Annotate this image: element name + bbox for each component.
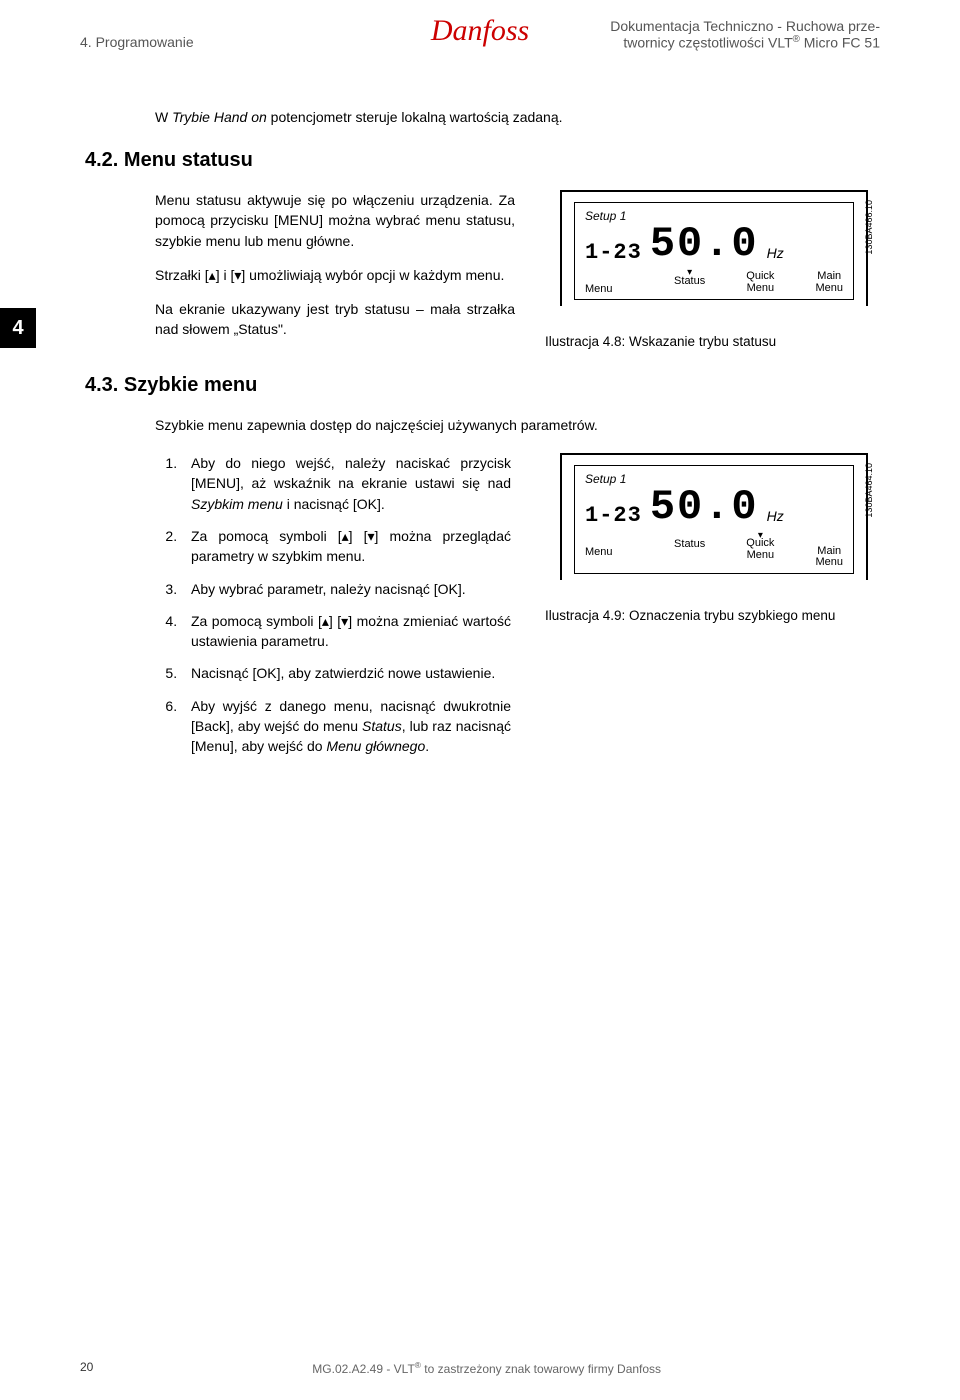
lcd-hz: Hz [767,245,784,265]
fig-4-8-caption: Ilustracja 4.8: Wskazanie trybu statusu [545,334,875,349]
intro-paragraph: W Trybie Hand on potencjometr steruje lo… [155,107,875,127]
section-4-3-row: Aby do niego wejść, należy naciskać przy… [85,453,875,769]
fig-ref-1: 130BA466.10 [864,200,874,255]
lcd-small: 1-23 [585,240,642,265]
footer-center: MG.02.A2.49 - VLT® to zastrzeżony znak t… [93,1360,880,1376]
lcd-display-1: 130BA466.10 Setup 1 1-23 50.0 Hz Menu ▾ [560,190,860,306]
page-content: W Trybie Hand on potencjometr steruje lo… [0,57,960,769]
step-6: Aby wyjść z danego menu, nacisnąć dwukro… [181,696,511,757]
lcd-display-2: 130BA464.10 Setup 1 1-23 50.0 Hz Menu [560,453,860,580]
quick-menu-steps: Aby do niego wejść, należy naciskać przy… [155,453,511,757]
s43-intro: Szybkie menu zapewnia dostęp do najczęśc… [155,415,875,435]
section-4-3-text: Aby do niego wejść, należy naciskać przy… [85,453,515,769]
lcd-big: 50.0 [650,223,759,265]
s42-p2: Strzałki [▴] i [▾] umożliwiają wybór opc… [155,265,515,285]
section-4-2-text: Menu statusu aktywuje się po włączeniu u… [155,190,515,354]
step-3: Aby wybrać parametr, należy nacisnąć [OK… [181,579,511,599]
s42-p3: Na ekranie ukazywany jest tryb statusu –… [155,299,515,340]
lcd-main-label: MainMenu [815,271,843,295]
lcd-menu-label: Menu [585,271,633,295]
heading-4-3: 4.3. Szybkie menu [85,374,875,397]
page-footer: 20 MG.02.A2.49 - VLT® to zastrzeżony zna… [0,1360,960,1376]
heading-4-2: 4.2. Menu statusu [85,149,875,172]
step-1: Aby do niego wejść, należy naciskać przy… [181,453,511,514]
danfoss-logo: Danfoss [431,14,529,48]
header-right: Dokumentacja Techniczno - Ruchowa prze- … [610,18,880,51]
header-right-l2: twornicy częstotliwości VLT® Micro FC 51 [610,34,880,51]
lcd-quick-label: QuickMenu [746,271,774,295]
s42-p1: Menu statusu aktywuje się po włączeniu u… [155,190,515,251]
fig-ref-2: 130BA464.10 [864,463,874,518]
header-right-l1: Dokumentacja Techniczno - Ruchowa prze- [610,18,880,34]
step-2: Za pomocą symboli [▴] [▾] można przegląd… [181,526,511,567]
section-4-2-figure: 130BA466.10 Setup 1 1-23 50.0 Hz Menu ▾ [545,190,875,349]
page-number: 20 [80,1360,93,1376]
section-4-3-figure: 130BA464.10 Setup 1 1-23 50.0 Hz Menu [545,453,875,623]
section-tab: 4 [0,308,36,348]
lcd-status-label: ▾ Status [674,271,705,295]
fig-4-9-caption: Ilustracja 4.9: Oznaczenia trybu szybkie… [545,608,875,623]
step-5: Nacisnąć [OK], aby zatwierdzić nowe usta… [181,663,511,683]
step-4: Za pomocą symboli [▴] [▾] można zmieniać… [181,611,511,652]
section-4-2-row: Menu statusu aktywuje się po włączeniu u… [85,190,875,354]
header-left: 4. Programowanie [80,18,194,50]
